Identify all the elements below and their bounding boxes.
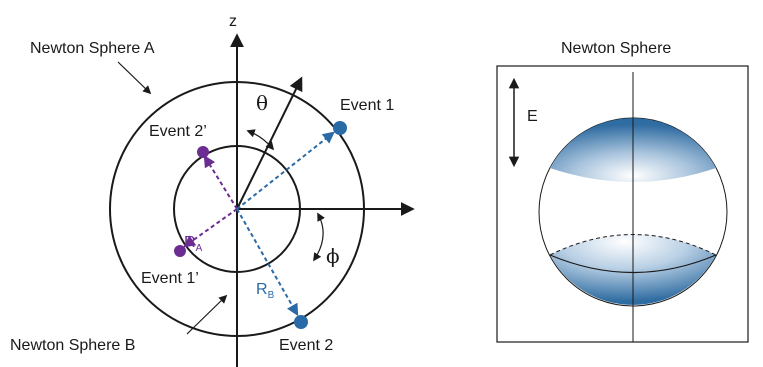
theta-arc (248, 131, 273, 149)
label-ra: RA (184, 234, 203, 254)
energy-label: E (527, 108, 538, 125)
vector-ra-event-2p (205, 157, 237, 209)
event-2-dot (294, 315, 308, 329)
right-diagram-title: Newton Sphere (561, 40, 671, 57)
pointer-sphere-b (187, 296, 226, 334)
label-event-1p: Event 1’ (141, 270, 199, 287)
event-1-dot (333, 121, 347, 135)
label-rb: RB (256, 281, 275, 301)
theta-label: θ (256, 91, 268, 115)
left-diagram: z θ ϕ Newton Sphere A Newton Sphere B RA… (10, 13, 412, 367)
label-event-2: Event 2 (279, 337, 333, 354)
phi-label: ϕ (326, 244, 340, 268)
z-axis-label: z (229, 13, 237, 30)
label-event-2p: Event 2’ (149, 123, 207, 140)
vector-rb-event-1 (237, 133, 333, 209)
phi-arc (314, 214, 323, 260)
label-newton-sphere-b: Newton Sphere B (10, 337, 135, 354)
pointer-sphere-a (118, 62, 150, 93)
right-diagram: Newton Sphere E (497, 40, 748, 342)
event-2p-dot (197, 146, 209, 158)
label-event-1: Event 1 (340, 97, 394, 114)
label-newton-sphere-a: Newton Sphere A (30, 40, 155, 57)
